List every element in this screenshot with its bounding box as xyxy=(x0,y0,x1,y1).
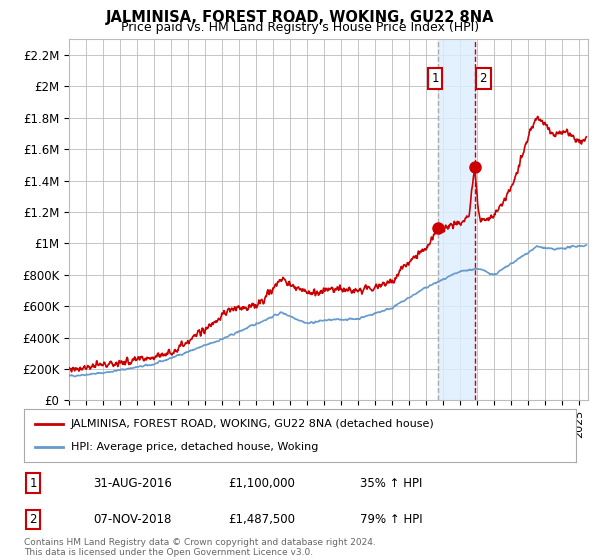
Text: JALMINISA, FOREST ROAD, WOKING, GU22 8NA (detached house): JALMINISA, FOREST ROAD, WOKING, GU22 8NA… xyxy=(71,419,434,429)
Text: 31-AUG-2016: 31-AUG-2016 xyxy=(93,477,172,490)
Text: 79% ↑ HPI: 79% ↑ HPI xyxy=(360,513,422,526)
Text: 35% ↑ HPI: 35% ↑ HPI xyxy=(360,477,422,490)
Text: JALMINISA, FOREST ROAD, WOKING, GU22 8NA: JALMINISA, FOREST ROAD, WOKING, GU22 8NA xyxy=(106,10,494,25)
Text: Price paid vs. HM Land Registry's House Price Index (HPI): Price paid vs. HM Land Registry's House … xyxy=(121,21,479,34)
Text: 1: 1 xyxy=(431,72,439,85)
Text: 1: 1 xyxy=(29,477,37,490)
Text: 07-NOV-2018: 07-NOV-2018 xyxy=(93,513,172,526)
Text: 2: 2 xyxy=(29,513,37,526)
Text: 2: 2 xyxy=(479,72,487,85)
Text: HPI: Average price, detached house, Woking: HPI: Average price, detached house, Woki… xyxy=(71,442,318,452)
Text: Contains HM Land Registry data © Crown copyright and database right 2024.
This d: Contains HM Land Registry data © Crown c… xyxy=(24,538,376,557)
Bar xyxy=(438,39,475,400)
Text: £1,100,000: £1,100,000 xyxy=(228,477,295,490)
Text: £1,487,500: £1,487,500 xyxy=(228,513,295,526)
